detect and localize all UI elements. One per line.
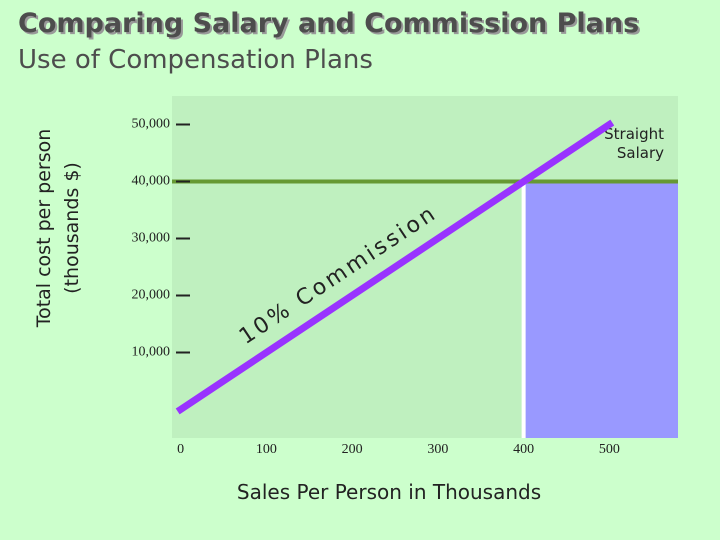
y-axis-title: (thousands $) — [61, 162, 83, 294]
chart-subtitle: Use of Compensation Plans — [18, 45, 373, 75]
y-tick-label: 30,000 — [132, 231, 171, 246]
profit-area — [523, 181, 678, 438]
x-axis-title: Sales Per Person in Thousands — [237, 480, 541, 504]
x-tick-label: 200 — [342, 442, 363, 457]
title-shadow: Comparing Salary and Commission Plans — [20, 10, 641, 41]
x-tick-label: 500 — [599, 442, 620, 457]
salary-label: Salary — [617, 144, 664, 162]
series-line — [175, 119, 615, 415]
salary-label: Straight — [604, 125, 664, 143]
x-tick-label: 300 — [427, 442, 448, 457]
y-tick-label: 40,000 — [132, 174, 171, 189]
x-tick-label: 100 — [256, 442, 277, 457]
x-tick-label: 0 — [177, 442, 184, 457]
y-axis-title: Total cost per person — [33, 129, 55, 329]
y-tick-label: 10,000 — [132, 345, 171, 360]
y-tick-label: 20,000 — [132, 288, 171, 303]
y-tick-label: 50,000 — [132, 117, 171, 132]
chart-title: Comparing Salary and Commission Plans — [18, 8, 639, 39]
x-tick-label: 400 — [513, 442, 534, 457]
